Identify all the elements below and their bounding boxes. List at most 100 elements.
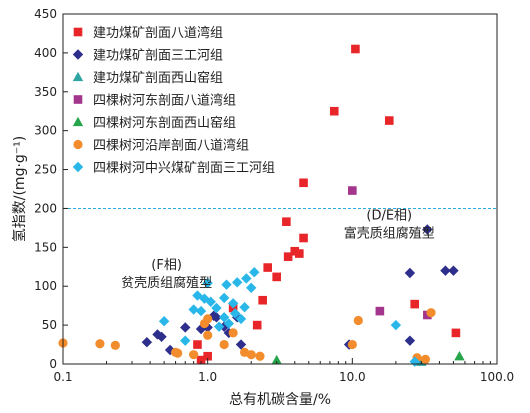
- data-point: [223, 318, 235, 329]
- data-point: [258, 295, 267, 305]
- data-point: [164, 344, 176, 356]
- data-point: [230, 308, 241, 319]
- data-point: [235, 339, 247, 350]
- y-tick-label: 400: [34, 46, 57, 60]
- data-point: [213, 321, 225, 332]
- data-point: [173, 348, 183, 358]
- data-point: [272, 272, 281, 282]
- x-tick-label: 0.1: [53, 370, 72, 384]
- legend-label: 建功煤矿剖面西山窑组: [93, 70, 223, 86]
- data-point: [329, 106, 339, 116]
- data-point: [228, 328, 238, 338]
- data-point: [180, 335, 191, 346]
- data-point: [440, 265, 451, 276]
- data-point: [246, 282, 257, 293]
- data-point: [348, 186, 357, 195]
- data-point: [263, 263, 272, 272]
- series-3: [348, 186, 432, 320]
- y-tick-label: 150: [34, 240, 57, 254]
- data-point: [404, 267, 416, 279]
- data-point: [141, 337, 153, 348]
- y-tick-label: 100: [34, 279, 57, 293]
- data-point: [295, 249, 304, 258]
- legend-label: 四棵树河沿岸剖面八道湾组: [93, 138, 249, 154]
- x-tick-label: 1.0: [198, 370, 217, 384]
- annotation-de-line: 富壳质组腐殖型: [344, 225, 435, 241]
- data-point: [188, 304, 199, 315]
- data-point: [255, 351, 265, 361]
- data-point: [246, 350, 256, 360]
- data-point: [410, 299, 420, 309]
- data-point: [202, 277, 213, 289]
- legend-marker: [73, 27, 83, 37]
- legend-label: 四棵树河东剖面西山窑组: [93, 115, 236, 131]
- data-point: [110, 340, 120, 350]
- legend-label: 建功煤矿剖面八道湾组: [93, 25, 223, 41]
- data-points-layer: [58, 44, 465, 367]
- data-point: [241, 273, 252, 284]
- y-axis-title: 氢指数/(mg·g⁻¹): [12, 136, 28, 243]
- x-tick-label: 100.0: [480, 370, 514, 384]
- data-point: [196, 355, 206, 365]
- data-point: [203, 330, 213, 340]
- data-point: [235, 313, 247, 325]
- annotation-f-line: 贫壳质组腐殖型: [121, 275, 212, 291]
- data-point: [353, 315, 363, 326]
- legend-label: 四棵树河中兴煤矿剖面三工河组: [93, 161, 275, 176]
- data-point: [218, 312, 230, 323]
- x-axis-title: 总有机碳含量/%: [229, 392, 331, 408]
- data-point: [420, 354, 431, 364]
- data-point: [249, 267, 260, 278]
- legend-marker: [72, 71, 84, 82]
- y-tick-label: 0: [49, 357, 57, 371]
- data-point: [390, 319, 402, 331]
- data-point: [205, 296, 216, 307]
- data-point: [219, 339, 229, 350]
- data-point: [404, 335, 416, 346]
- y-tick-label: 300: [34, 124, 57, 138]
- legend-marker: [73, 95, 83, 104]
- data-point: [231, 277, 243, 288]
- data-point: [271, 354, 282, 365]
- data-point: [193, 340, 202, 349]
- data-point: [290, 246, 300, 256]
- data-point: [375, 306, 385, 316]
- annotation-de-line: (D/E相): [366, 208, 412, 223]
- data-point: [351, 44, 360, 54]
- data-point: [283, 252, 293, 261]
- annotation-f-line: (F相): [151, 258, 182, 273]
- y-tick-label: 350: [34, 85, 57, 99]
- data-point: [252, 320, 262, 330]
- data-point: [156, 331, 167, 342]
- data-point: [384, 116, 394, 125]
- legend-label: 四棵树河东剖面八道湾组: [93, 93, 236, 109]
- data-point: [218, 292, 230, 304]
- data-point: [426, 308, 436, 318]
- plot-frame: [62, 13, 498, 365]
- data-point: [203, 351, 212, 361]
- data-point: [347, 339, 357, 350]
- y-tick-label: 200: [34, 201, 57, 215]
- data-point: [451, 328, 461, 338]
- data-point: [189, 350, 199, 360]
- legend-marker: [72, 49, 84, 60]
- data-point: [282, 217, 291, 226]
- data-point: [239, 302, 250, 313]
- series-5: [58, 308, 436, 364]
- series-4: [271, 351, 465, 365]
- data-point: [299, 178, 308, 188]
- data-point: [454, 351, 465, 361]
- annotations-layer: (D/E相) 富壳质组腐殖型 (F相) 贫壳质组腐殖型: [121, 208, 435, 291]
- data-point: [195, 305, 207, 317]
- axis-ticks-layer: 0 50 100 150 200 250 300 350 400 450 0.1 1.0 10.0 100…: [34, 7, 514, 384]
- y-tick-label: 250: [34, 163, 57, 177]
- data-point: [180, 322, 191, 333]
- legend-marker: [72, 116, 84, 127]
- data-point: [227, 298, 239, 309]
- y-tick-label: 450: [34, 7, 57, 21]
- x-tick-label: 10.0: [339, 370, 366, 384]
- legend-marker: [73, 139, 83, 150]
- legend-marker: [72, 161, 84, 173]
- data-point: [448, 265, 459, 276]
